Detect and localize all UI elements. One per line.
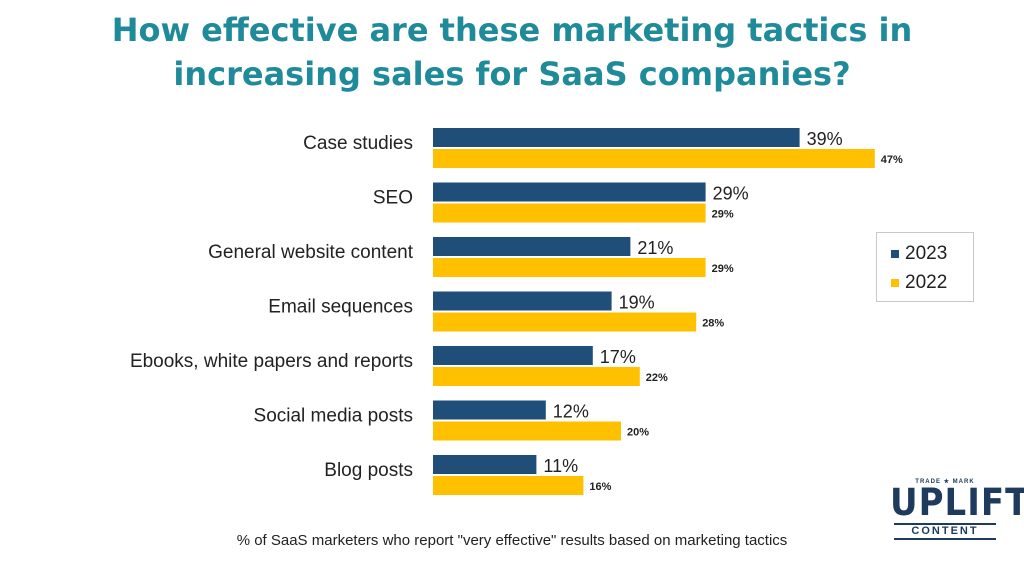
legend-swatch-2023 <box>891 249 899 258</box>
bar-2023 <box>433 455 537 474</box>
uplift-content-logo: TRADE ★ MARK UPLIFT CONTENT <box>890 478 1024 556</box>
data-label-2022: 29% <box>712 209 734 221</box>
data-label-2022: 22% <box>646 372 668 384</box>
data-label-2022: 20% <box>627 427 649 439</box>
chart-title: How effective are these marketing tactic… <box>0 8 1024 96</box>
legend-label-2023: 2023 <box>905 242 948 264</box>
data-label-2023: 19% <box>619 293 655 313</box>
logo-sub: CONTENT <box>894 523 996 540</box>
title-line-1: How effective are these marketing tactic… <box>111 11 913 49</box>
bar-2023 <box>433 182 706 202</box>
legend-label-2022: 2022 <box>905 271 948 293</box>
bar-2022 <box>433 421 621 441</box>
bar-2022 <box>433 367 640 386</box>
data-label-2023: 21% <box>637 238 673 258</box>
footnote: % of SaaS marketers who report "very eff… <box>236 532 788 549</box>
legend: 2023 2022 <box>876 232 974 302</box>
data-label-2023: 17% <box>600 347 636 367</box>
bar-2022 <box>433 476 584 495</box>
category-label: Blog posts <box>324 460 413 481</box>
legend-item-2023: 2023 <box>891 239 973 268</box>
title-line-2: increasing sales for SaaS companies? <box>173 55 851 93</box>
bar-2023 <box>433 346 593 365</box>
bar-2022 <box>433 258 706 277</box>
data-label-2023: 11% <box>543 456 578 476</box>
bar-2022 <box>433 203 706 223</box>
logo-trademark: TRADE ★ MARK <box>915 479 975 485</box>
bar-2022 <box>433 149 875 168</box>
category-label: Social media posts <box>254 406 413 427</box>
category-label: Ebooks, white papers and reports <box>130 351 413 372</box>
category-label: Email sequences <box>268 297 413 318</box>
data-label-2022: 28% <box>702 318 724 330</box>
data-label-2023: 29% <box>713 184 749 204</box>
data-label-2023: 12% <box>553 402 589 422</box>
logo-word: UPLIFT <box>890 481 1024 525</box>
legend-swatch-2022 <box>891 278 899 287</box>
bar-2022 <box>433 312 697 332</box>
bar-2023 <box>433 291 612 311</box>
category-label: General website content <box>208 242 414 263</box>
legend-item-2022: 2022 <box>891 268 973 297</box>
category-label: SEO <box>373 188 413 209</box>
data-label-2022: 47% <box>881 154 903 166</box>
data-label-2023: 39% <box>807 129 843 149</box>
data-label-2022: 29% <box>712 263 734 275</box>
bar-2023 <box>433 237 631 256</box>
bar-2023 <box>433 128 800 147</box>
data-label-2022: 16% <box>589 481 611 493</box>
category-label: Case studies <box>303 133 413 154</box>
bar-2023 <box>433 400 546 420</box>
